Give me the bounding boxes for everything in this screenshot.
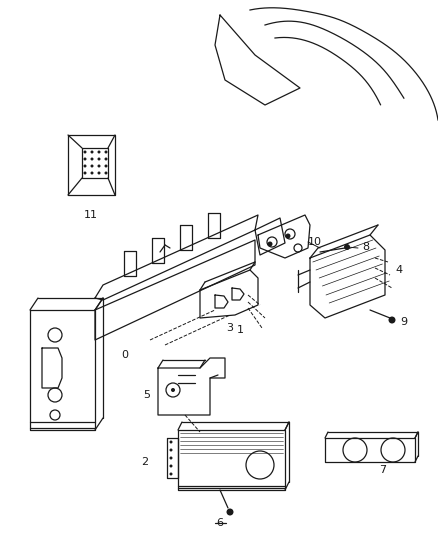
Circle shape [105, 150, 107, 154]
Circle shape [268, 241, 272, 246]
Circle shape [84, 150, 86, 154]
Circle shape [286, 233, 290, 238]
Circle shape [171, 388, 175, 392]
Circle shape [344, 244, 350, 250]
Text: 7: 7 [379, 465, 387, 475]
Circle shape [98, 165, 100, 167]
Text: 9: 9 [400, 317, 407, 327]
Circle shape [91, 157, 93, 160]
Circle shape [170, 456, 173, 459]
Text: 11: 11 [84, 210, 98, 220]
Circle shape [105, 165, 107, 167]
Circle shape [98, 157, 100, 160]
Text: 8: 8 [362, 242, 369, 252]
Circle shape [91, 165, 93, 167]
Text: 1: 1 [237, 325, 244, 335]
Circle shape [84, 165, 86, 167]
Circle shape [84, 172, 86, 174]
Text: 10: 10 [308, 237, 322, 247]
Circle shape [389, 317, 396, 324]
Circle shape [170, 472, 173, 475]
Circle shape [105, 157, 107, 160]
Circle shape [98, 150, 100, 154]
Circle shape [84, 157, 86, 160]
Circle shape [170, 464, 173, 467]
Circle shape [170, 440, 173, 443]
Text: 4: 4 [395, 265, 402, 275]
Text: 0: 0 [121, 350, 128, 360]
Circle shape [170, 448, 173, 451]
Text: 3: 3 [226, 323, 233, 333]
Circle shape [91, 172, 93, 174]
Text: 6: 6 [216, 518, 223, 528]
Circle shape [226, 508, 233, 515]
Text: 2: 2 [141, 457, 148, 467]
Text: 5: 5 [143, 390, 150, 400]
Circle shape [91, 150, 93, 154]
Circle shape [98, 172, 100, 174]
Circle shape [105, 172, 107, 174]
